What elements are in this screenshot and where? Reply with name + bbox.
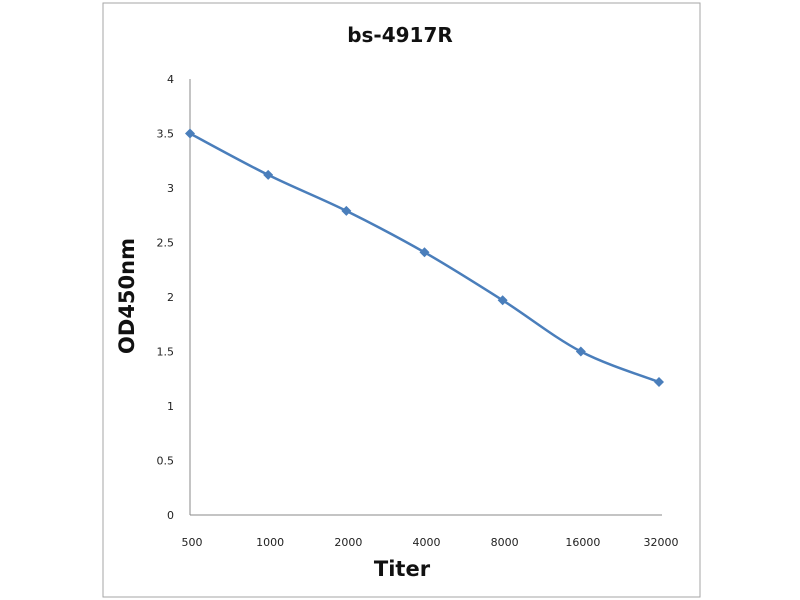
data-point [185, 128, 195, 139]
x-tick-label: 16000 [565, 536, 600, 549]
x-tick-label: 2000 [334, 536, 362, 549]
data-point [654, 377, 664, 388]
data-point [341, 205, 352, 216]
x-tick-label: 1000 [256, 536, 284, 549]
x-axis-label: Titer [374, 557, 431, 581]
data-point [419, 247, 430, 258]
y-tick-label: 0.5 [157, 455, 175, 468]
x-tick-label: 8000 [491, 536, 519, 549]
chart-title: bs-4917R [347, 23, 453, 47]
x-tick-label: 4000 [413, 536, 441, 549]
y-tick-label: 0 [167, 509, 174, 522]
data-point [575, 346, 586, 357]
chart-frame [102, 2, 701, 598]
y-tick-label: 1.5 [157, 346, 175, 359]
x-tick-label: 500 [182, 536, 203, 549]
y-tick-label: 2 [167, 291, 174, 304]
y-tick-label: 4 [167, 73, 174, 86]
y-tick-label: 2.5 [157, 237, 175, 250]
data-point [263, 169, 274, 180]
y-tick-label: 3 [167, 182, 174, 195]
y-axis-label: OD450nm [115, 238, 139, 354]
y-tick-label: 1 [167, 400, 174, 413]
data-point [497, 295, 508, 306]
y-tick-label: 3.5 [157, 128, 175, 141]
x-tick-label: 32000 [644, 536, 679, 549]
